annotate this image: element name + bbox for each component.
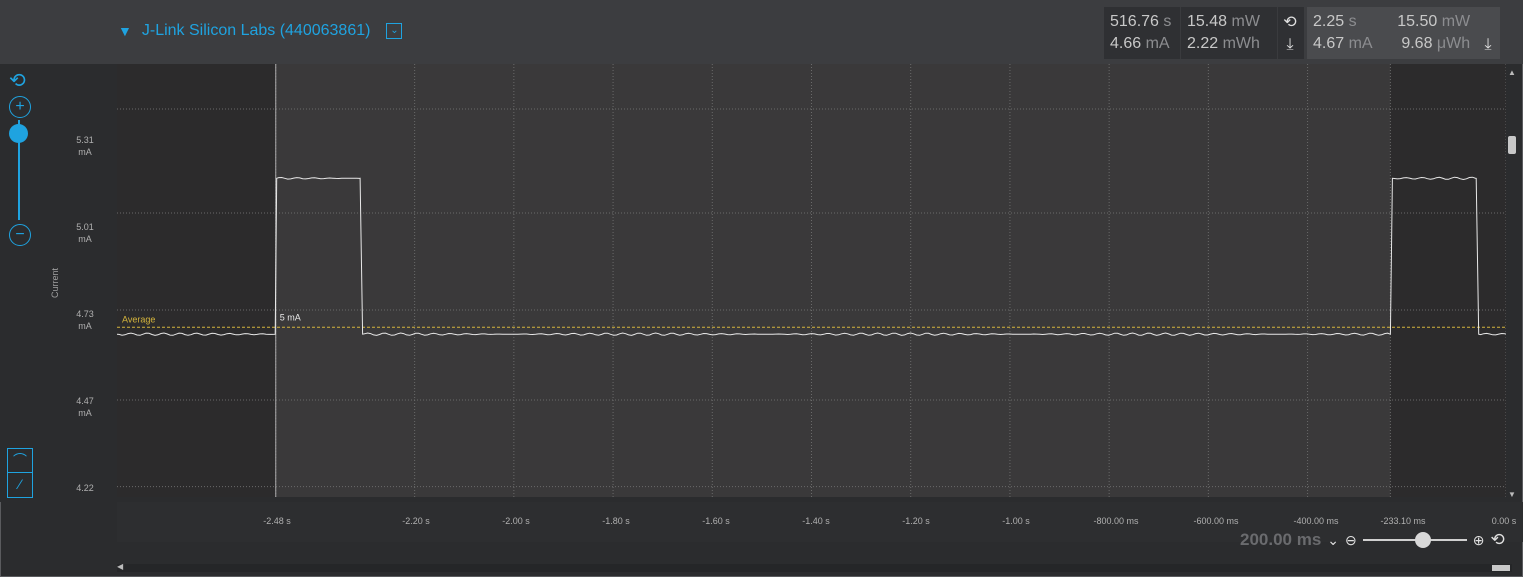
- horizontal-scrollbar[interactable]: ◀: [117, 562, 1512, 572]
- y-zoom-slider-handle[interactable]: [9, 124, 28, 143]
- chart-plot-area[interactable]: Average 5 mA: [117, 64, 1506, 497]
- y-zoom-slider-track[interactable]: [18, 120, 20, 220]
- total-energy-unit: mWh: [1222, 35, 1260, 52]
- measurement-total: 516.76 s 4.66 mA 15.48 mW 2.22 mWh ⟲ ⤓: [1104, 7, 1304, 59]
- zoom-out-icon[interactable]: −: [9, 224, 31, 246]
- selection-time-value: 2.25: [1313, 13, 1345, 30]
- reset-icon[interactable]: ⟲: [1490, 530, 1505, 549]
- x-tick-label: -600.00 ms: [1193, 516, 1239, 526]
- y-axis-label: Current: [50, 267, 61, 299]
- time-zoom-slider[interactable]: [1362, 532, 1467, 548]
- selection-current-value: 4.67: [1313, 35, 1345, 52]
- zoom-value[interactable]: 200.00 ms: [1240, 530, 1322, 549]
- device-selector[interactable]: ▼ J-Link Silicon Labs (440063861) ⌄: [118, 22, 403, 40]
- chevron-down-icon[interactable]: ⌄: [386, 23, 403, 39]
- x-tick-label: -2.20 s: [402, 516, 430, 526]
- selection-power: 15.50 mW: [1393, 13, 1471, 31]
- total-current-value: 4.66: [1110, 35, 1142, 52]
- selection-time-unit: s: [1348, 13, 1357, 30]
- x-tick-label: -800.00 ms: [1093, 516, 1139, 526]
- time-zoom-control: 200.00 ms ⌄ ⊖ ⊕ ⟲: [1240, 530, 1505, 550]
- scroll-down-icon[interactable]: ▼: [1508, 490, 1516, 499]
- download-icon[interactable]: ⤓: [1484, 36, 1492, 53]
- time-zoom-slider-handle[interactable]: [1414, 532, 1431, 548]
- total-energy-value: 2.22: [1187, 35, 1219, 52]
- measurement-selection: 2.25 s 4.67 mA 15.50 mW 9.68 μWh ⟲ ⤓: [1307, 7, 1500, 59]
- x-tick-label: -1.20 s: [902, 516, 930, 526]
- total-current: 4.66 mA: [1110, 35, 1174, 53]
- selection-energy: 9.68 μWh: [1393, 35, 1471, 53]
- zoom-in-icon[interactable]: ⊕: [1472, 531, 1485, 548]
- selection-energy-unit: μWh: [1436, 35, 1471, 52]
- total-power-value: 15.48: [1187, 13, 1228, 30]
- selection-average-label: 5 mA: [280, 312, 301, 322]
- average-label: Average: [122, 314, 155, 324]
- horizontal-scroll-thumb[interactable]: [1492, 565, 1510, 571]
- x-tick-label: -1.80 s: [602, 516, 630, 526]
- triangle-down-icon[interactable]: ▼: [118, 23, 132, 39]
- x-axis: -2.48 s -2.20 s -2.00 s -1.80 s -1.60 s …: [117, 502, 1523, 542]
- download-icon[interactable]: ⤓: [1286, 36, 1294, 53]
- scroll-up-icon[interactable]: ▲: [1508, 68, 1516, 77]
- total-time-value: 516.76: [1110, 13, 1159, 30]
- y-tick-label: 4.22: [76, 483, 94, 493]
- unselected-region: [1390, 64, 1506, 497]
- x-tick-label: -400.00 ms: [1293, 516, 1339, 526]
- selection-current: 4.67 mA: [1313, 35, 1381, 53]
- vertical-scrollbar[interactable]: ▲ ▼: [1506, 64, 1522, 501]
- total-current-unit: mA: [1145, 35, 1170, 52]
- x-tick-label: -1.40 s: [802, 516, 830, 526]
- zoom-in-icon[interactable]: +: [9, 96, 31, 118]
- zoom-out-icon[interactable]: ⊖: [1345, 531, 1357, 548]
- display-mode-buttons: ⌒ ⁄: [7, 448, 33, 498]
- vertical-scroll-thumb[interactable]: [1508, 136, 1516, 154]
- current-trace-line: [117, 176, 1506, 336]
- chart-svg[interactable]: Average 5 mA: [117, 64, 1506, 497]
- total-power-unit: mW: [1231, 13, 1260, 30]
- reset-icon[interactable]: ⟲: [9, 70, 26, 92]
- y-tick-label: 5.01 mA: [76, 222, 94, 244]
- unselected-region: [117, 64, 276, 497]
- y-tick-label: 4.73 mA: [76, 309, 94, 331]
- y-tick-label: 5.31 mA: [76, 135, 94, 157]
- y-tick-label: 4.47 mA: [76, 396, 94, 418]
- total-power: 15.48 mW: [1187, 13, 1271, 31]
- selection-current-unit: mA: [1348, 35, 1373, 52]
- x-tick-label: -1.60 s: [702, 516, 730, 526]
- selection-power-unit: mW: [1441, 13, 1471, 30]
- reset-icon[interactable]: ⟲: [1283, 14, 1297, 31]
- x-tick-label: -2.48 s: [263, 516, 291, 526]
- scroll-left-icon[interactable]: ◀: [117, 562, 124, 571]
- x-tick-label: -2.00 s: [502, 516, 530, 526]
- linear-mode-icon[interactable]: ⁄: [18, 476, 22, 492]
- selection-time: 2.25 s: [1313, 13, 1381, 31]
- x-tick-label: -1.00 s: [1002, 516, 1030, 526]
- x-tick-label: 0.00 s: [1491, 516, 1517, 526]
- selection-energy-value: 9.68: [1401, 35, 1433, 52]
- selection-power-value: 15.50: [1397, 13, 1438, 30]
- x-tick-label: -233.10 ms: [1380, 516, 1426, 526]
- total-time-unit: s: [1163, 13, 1172, 30]
- total-energy: 2.22 mWh: [1187, 35, 1271, 53]
- chevron-down-icon[interactable]: ⌄: [1327, 531, 1340, 548]
- total-time: 516.76 s: [1110, 13, 1174, 31]
- device-name[interactable]: J-Link Silicon Labs (440063861): [141, 22, 371, 39]
- curve-mode-icon[interactable]: ⌒: [8, 449, 32, 473]
